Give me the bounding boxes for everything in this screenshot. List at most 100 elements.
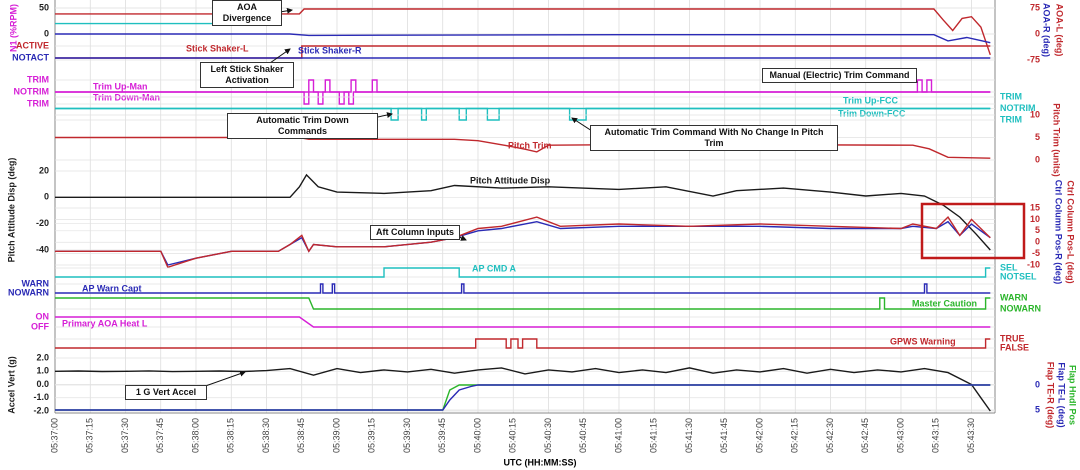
series-line bbox=[55, 173, 991, 251]
y2-tick-label: NOWARN bbox=[1000, 303, 1041, 313]
y2-tick-label: 10 bbox=[1030, 214, 1040, 224]
x-axis-label: UTC (HH:MM:SS) bbox=[504, 457, 577, 467]
x-tick-label: 05:39:15 bbox=[367, 418, 377, 453]
y-axis-label: N1 (%RPM) bbox=[8, 4, 18, 52]
x-tick-label: 05:37:00 bbox=[49, 418, 59, 453]
y-tick-label: 50 bbox=[39, 2, 49, 12]
y2-axis-label: AOA-L (deg) bbox=[1055, 4, 1065, 57]
y-tick-label: WARN bbox=[22, 278, 50, 288]
y-tick-label: ON bbox=[36, 311, 50, 321]
x-tick-label: 05:42:45 bbox=[860, 418, 870, 453]
x-tick-label: 05:41:45 bbox=[719, 418, 729, 453]
series-label: GPWS Warning bbox=[890, 336, 956, 346]
y-tick-label: 0 bbox=[44, 28, 49, 38]
series-line bbox=[55, 384, 991, 411]
annotation: AOA Divergence bbox=[212, 0, 282, 26]
series-line bbox=[55, 107, 991, 121]
annotation: Automatic Trim Down Commands bbox=[227, 113, 378, 139]
series-line bbox=[55, 283, 991, 294]
x-tick-label: 05:41:15 bbox=[649, 418, 659, 453]
y2-tick-label: 0 bbox=[1035, 379, 1040, 389]
series-label: Trim Down-Man bbox=[93, 92, 160, 102]
y2-tick-label: 0 bbox=[1035, 28, 1040, 38]
y-axis-label: Accel Vert (g) bbox=[6, 356, 16, 414]
y2-tick-label: 75 bbox=[1030, 2, 1040, 12]
y-tick-label: 0.0 bbox=[36, 379, 49, 389]
annotation: Manual (Electric) Trim Command bbox=[762, 68, 917, 83]
x-tick-label: 05:42:15 bbox=[790, 418, 800, 453]
y2-tick-label: 5 bbox=[1035, 225, 1040, 235]
x-tick-label: 05:38:30 bbox=[261, 418, 271, 453]
x-tick-label: 05:38:00 bbox=[190, 418, 200, 453]
x-tick-label: 05:41:30 bbox=[684, 418, 694, 453]
y2-tick-label: SEL bbox=[1000, 262, 1018, 272]
y2-tick-label: 5 bbox=[1035, 132, 1040, 142]
series-label: Primary AOA Heat L bbox=[62, 318, 148, 328]
x-tick-label: 05:37:30 bbox=[120, 418, 130, 453]
x-tick-label: 05:40:00 bbox=[472, 418, 482, 453]
series-line bbox=[55, 297, 991, 310]
y-tick-label: TRIM bbox=[27, 98, 49, 108]
series-label: Master Caution bbox=[912, 298, 977, 308]
series-line bbox=[55, 316, 991, 328]
y2-tick-label: TRUE bbox=[1000, 333, 1025, 343]
y-tick-label: -40 bbox=[36, 244, 49, 254]
x-tick-label: 05:42:30 bbox=[825, 418, 835, 453]
annotation: Aft Column Inputs bbox=[370, 225, 460, 240]
x-tick-label: 05:41:00 bbox=[613, 418, 623, 453]
y2-tick-label: -5 bbox=[1032, 248, 1040, 258]
x-tick-label: 05:39:30 bbox=[402, 418, 412, 453]
y-tick-label: NOWARN bbox=[8, 287, 49, 297]
y2-tick-label: 15 bbox=[1030, 202, 1040, 212]
series-label: Trim Up-FCC bbox=[843, 95, 898, 105]
y2-tick-label: TRIM bbox=[1000, 91, 1022, 101]
x-tick-label: 05:38:15 bbox=[226, 418, 236, 453]
annotation-arrow bbox=[571, 117, 593, 132]
y-tick-label: 2.0 bbox=[36, 352, 49, 362]
annotation: 1 G Vert Accel bbox=[125, 385, 207, 400]
y2-tick-label: WARN bbox=[1000, 292, 1028, 302]
series-line bbox=[54, 367, 991, 412]
y2-tick-label: 0 bbox=[1035, 154, 1040, 164]
series-label: AP Warn Capt bbox=[82, 283, 142, 293]
series-label: Trim Up-Man bbox=[93, 81, 148, 91]
y-axis-label: Pitch Attitude Disp (deg) bbox=[6, 158, 16, 263]
series-label: AP CMD A bbox=[472, 263, 517, 273]
y2-tick-label: 10 bbox=[1030, 109, 1040, 119]
x-tick-label: 05:40:45 bbox=[578, 418, 588, 453]
annotation: Automatic Trim Command With No Change In… bbox=[590, 125, 838, 151]
y-tick-label: -20 bbox=[36, 218, 49, 228]
y2-tick-label: 5 bbox=[1035, 404, 1040, 414]
y2-axis-label: Flap Hndl Pos bbox=[1068, 365, 1078, 425]
y2-axis-label: Ctrl Column Pos-L (deg) bbox=[1066, 180, 1076, 283]
y-tick-label: NOTRIM bbox=[14, 86, 50, 96]
y-tick-label: -1.0 bbox=[33, 392, 49, 402]
y2-tick-label: -10 bbox=[1027, 259, 1040, 269]
y2-axis-label: Flap TE-R (deg) bbox=[1046, 362, 1056, 429]
y2-tick-label: FALSE bbox=[1000, 342, 1029, 352]
y2-axis-label: AOA-R (deg) bbox=[1042, 3, 1052, 57]
series-line bbox=[55, 33, 991, 44]
x-tick-label: 05:37:15 bbox=[85, 418, 95, 453]
highlight-box bbox=[920, 202, 1026, 260]
y2-tick-label: TRIM bbox=[1000, 114, 1022, 124]
x-tick-label: 05:43:00 bbox=[895, 418, 905, 453]
series-line bbox=[55, 136, 991, 159]
y-tick-label: ACTIVE bbox=[16, 40, 49, 50]
x-tick-label: 05:40:30 bbox=[543, 418, 553, 453]
y2-axis-label: Flap TE-L (deg) bbox=[1057, 362, 1067, 427]
series-line bbox=[55, 267, 991, 278]
x-tick-label: 05:40:15 bbox=[508, 418, 518, 453]
y2-tick-label: 0 bbox=[1035, 237, 1040, 247]
y2-axis-label: Pitch Trim (units) bbox=[1052, 103, 1062, 177]
x-tick-label: 05:39:00 bbox=[331, 418, 341, 453]
y-tick-label: 20 bbox=[39, 165, 49, 175]
annotation: Left Stick Shaker Activation bbox=[200, 62, 294, 88]
y-tick-label: NOTACT bbox=[12, 52, 49, 62]
x-tick-label: 05:42:00 bbox=[754, 418, 764, 453]
y-tick-label: OFF bbox=[31, 321, 49, 331]
x-tick-label: 05:37:45 bbox=[155, 418, 165, 453]
series-label: Pitch Attitude Disp bbox=[470, 175, 551, 185]
series-line bbox=[55, 216, 991, 269]
